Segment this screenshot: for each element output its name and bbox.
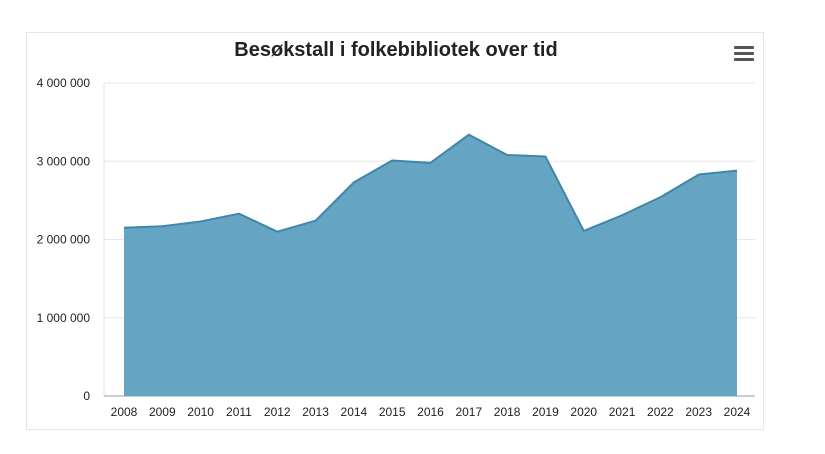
x-tick-label: 2020 [570,405,597,419]
chart-title: Besøkstall i folkebibliotek over tid [234,39,558,61]
y-tick-label: 2 000 000 [37,233,91,247]
x-tick-label: 2022 [647,405,674,419]
x-tick-label: 2017 [455,405,482,419]
hamburger-menu-icon[interactable] [734,46,754,62]
x-tick-label: 2016 [417,405,444,419]
x-tick-label: 2014 [341,405,368,419]
x-tick-label: 2019 [532,405,559,419]
y-tick-label: 3 000 000 [37,154,91,168]
x-tick-label: 2009 [149,405,176,419]
y-tick-label: 4 000 000 [37,76,91,90]
y-tick-label: 1 000 000 [37,311,91,325]
x-tick-label: 2015 [379,405,406,419]
x-tick-label: 2011 [226,405,252,419]
x-tick-label: 2018 [494,405,521,419]
x-axis-ticks: 2008 2009 2010 2011 2012 2013 2014 2015 2016 2017… [111,405,751,419]
y-axis-ticks: 0 1 000 000 2 000 000 3 000 000 4 000 000 [37,76,91,403]
x-tick-label: 2021 [609,405,636,419]
x-tick-label: 2013 [302,405,329,419]
area-fill [124,134,737,396]
x-tick-label: 2008 [111,405,138,419]
x-tick-label: 2024 [724,405,751,419]
y-tick-label: 0 [83,389,90,403]
x-tick-label: 2023 [685,405,712,419]
x-tick-label: 2010 [187,405,214,419]
x-tick-label: 2012 [264,405,291,419]
area-series [123,133,738,396]
